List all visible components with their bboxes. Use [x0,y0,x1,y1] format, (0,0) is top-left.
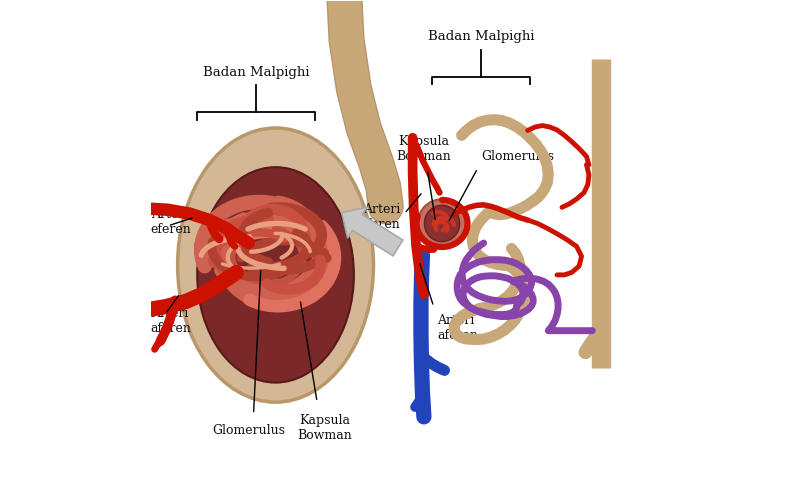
Text: Badan Malpighi: Badan Malpighi [202,66,309,79]
Ellipse shape [197,167,354,382]
Ellipse shape [418,199,466,247]
Text: Kapsula
Bowman: Kapsula Bowman [297,414,352,442]
FancyArrow shape [342,207,403,256]
Text: Glomerulus: Glomerulus [212,424,285,437]
Ellipse shape [425,205,460,242]
Text: Glomerulus: Glomerulus [481,150,554,163]
Text: Arteri
aferen: Arteri aferen [437,314,478,342]
Ellipse shape [178,128,373,402]
Text: Arteri
eferen: Arteri eferen [360,203,400,231]
Text: Arteri
aferen: Arteri aferen [151,307,191,335]
Text: Arteri
eferen: Arteri eferen [151,208,191,236]
Text: Kapsula
Bowman: Kapsula Bowman [396,135,452,163]
Text: Badan Malpighi: Badan Malpighi [428,30,535,43]
